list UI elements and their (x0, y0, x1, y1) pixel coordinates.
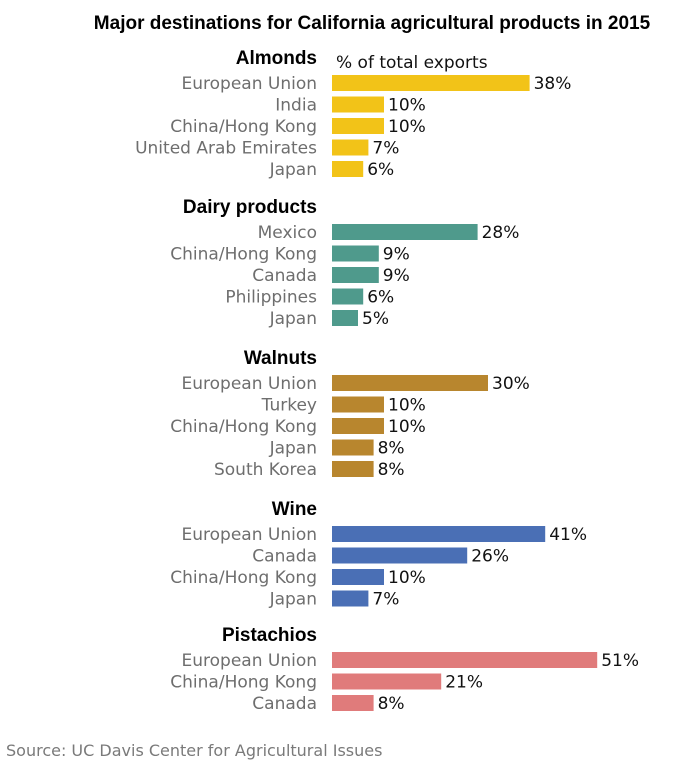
category-label: European Union (182, 374, 318, 394)
bar (332, 118, 384, 134)
group-title: Wine (272, 499, 317, 520)
value-label: 5% (362, 309, 389, 329)
group-dairy-products: Dairy products Mexico 28% China/Hong Kong 9%… (170, 197, 519, 329)
value-label: 30% (492, 374, 530, 394)
bar (332, 418, 384, 434)
value-label: 7% (372, 139, 399, 159)
bar (332, 375, 488, 391)
group-walnuts: Walnuts European Union 30% Turkey 10% China/H… (170, 348, 530, 480)
category-label: Japan (269, 590, 317, 610)
bar-groups: Almonds European Union 38% India 10% China/Ho… (135, 48, 639, 714)
group-title: Almonds (236, 48, 317, 69)
bar (332, 695, 374, 711)
bar (332, 245, 379, 262)
value-label: 10% (388, 568, 426, 588)
value-label: 10% (388, 417, 426, 437)
category-label: India (275, 96, 317, 116)
bar (332, 569, 384, 585)
category-label: Japan (269, 309, 317, 329)
bar (332, 288, 364, 305)
bar (332, 673, 442, 690)
group-title: Walnuts (244, 348, 317, 369)
category-label: Canada (252, 547, 317, 567)
bar (332, 224, 478, 240)
bar (332, 547, 468, 564)
value-label: 9% (383, 245, 410, 265)
bar (332, 396, 384, 413)
group-almonds: Almonds European Union 38% India 10% China/Ho… (135, 48, 571, 180)
bar (332, 652, 598, 668)
value-label: 28% (482, 223, 520, 243)
category-label: European Union (182, 651, 318, 671)
value-label: 41% (549, 525, 587, 545)
value-label: 7% (372, 590, 399, 610)
value-label: 10% (388, 117, 426, 137)
category-label: China/Hong Kong (170, 117, 317, 137)
bar (332, 75, 530, 91)
category-label: China/Hong Kong (170, 245, 317, 265)
value-label: 38% (534, 74, 572, 94)
bar (332, 267, 379, 283)
value-label: 26% (471, 547, 509, 567)
value-label: 21% (445, 673, 483, 693)
bar (332, 161, 364, 177)
value-label: 9% (383, 266, 410, 286)
category-label: Turkey (261, 396, 317, 416)
value-label: 10% (388, 96, 426, 116)
value-label: 8% (378, 439, 405, 459)
category-label: United Arab Emirates (135, 139, 317, 159)
category-label: Japan (269, 439, 317, 459)
category-label: Philippines (225, 288, 317, 308)
category-label: European Union (182, 74, 318, 94)
unit-label: % of total exports (336, 53, 488, 73)
category-label: South Korea (214, 460, 317, 480)
category-label: China/Hong Kong (170, 568, 317, 588)
bar (332, 461, 374, 477)
bar (332, 96, 384, 113)
bar (332, 139, 369, 156)
category-label: Japan (269, 160, 317, 180)
group-title: Pistachios (222, 625, 317, 646)
category-label: China/Hong Kong (170, 417, 317, 437)
value-label: 10% (388, 396, 426, 416)
category-label: European Union (182, 525, 318, 545)
value-label: 6% (367, 160, 394, 180)
value-label: 8% (378, 694, 405, 714)
category-label: China/Hong Kong (170, 673, 317, 693)
value-label: 6% (367, 288, 394, 308)
source-note: Source: UC Davis Center for Agricultural… (6, 741, 382, 760)
category-label: Canada (252, 694, 317, 714)
category-label: Canada (252, 266, 317, 286)
chart-title: Major destinations for California agricu… (94, 13, 651, 34)
bar (332, 310, 358, 326)
bar (332, 526, 546, 542)
bar (332, 590, 369, 607)
group-title: Dairy products (183, 197, 317, 218)
group-wine: Wine European Union 41% Canada 26% China/Hong… (170, 499, 587, 610)
category-label: Mexico (258, 223, 317, 243)
value-label: 8% (378, 460, 405, 480)
value-label: 51% (601, 651, 639, 671)
group-pistachios: Pistachios European Union 51% China/Hong Ko… (170, 625, 639, 714)
bar (332, 439, 374, 456)
